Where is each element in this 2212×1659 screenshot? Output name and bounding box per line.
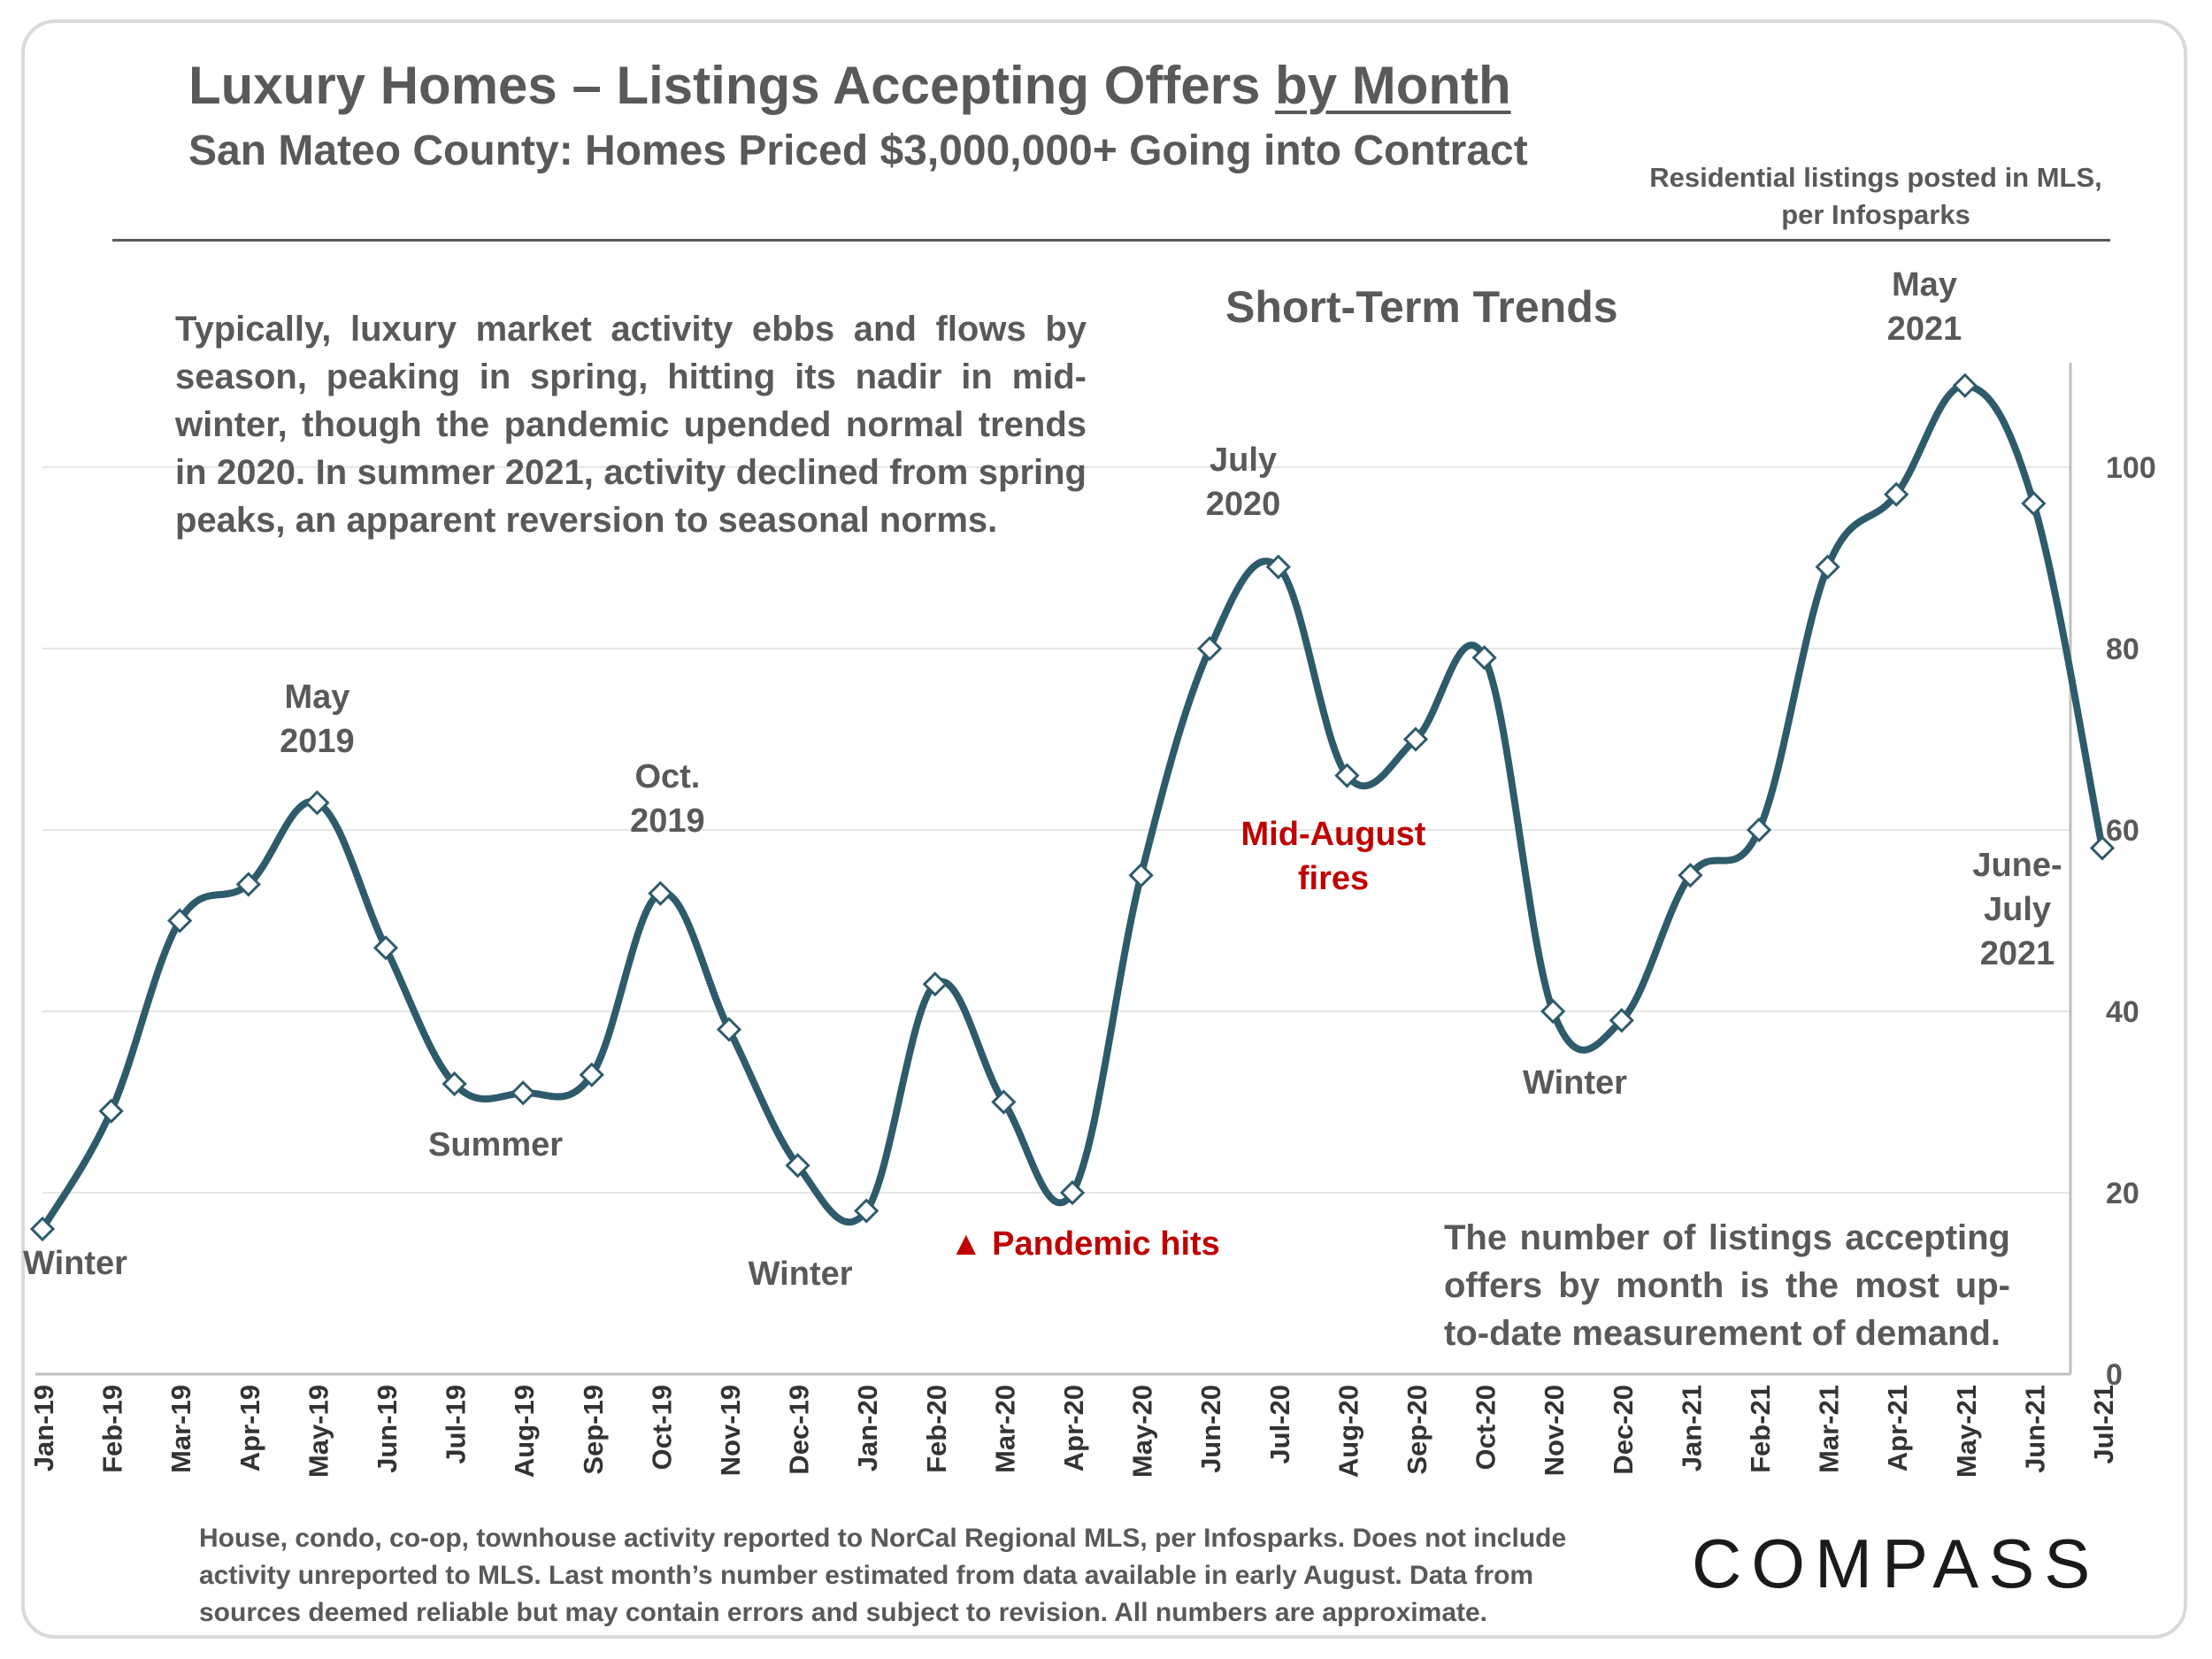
data-point-marker xyxy=(1059,1179,1086,1206)
x-tick-label: Apr-21 xyxy=(1882,1385,1913,1471)
annotation-label: 2020 xyxy=(1206,486,1281,523)
compass-logo: COMPASS xyxy=(1692,1525,2101,1602)
x-tick-label: Oct-20 xyxy=(1471,1385,1502,1470)
data-point-marker xyxy=(1471,645,1497,671)
x-tick-label: May-19 xyxy=(303,1385,334,1478)
x-tick-label: Jun-21 xyxy=(2019,1385,2050,1473)
data-point-marker xyxy=(1334,763,1360,788)
annotation-label: June- xyxy=(1972,847,2062,884)
x-tick-label: Aug-19 xyxy=(509,1385,540,1478)
footer-note: House, condo, co-op, townhouse activity … xyxy=(199,1524,1567,1627)
x-tick-label: Jun-20 xyxy=(1195,1385,1226,1473)
data-point-marker xyxy=(29,1216,56,1242)
data-point-marker xyxy=(235,872,261,897)
x-tick-label: Dec-19 xyxy=(784,1385,815,1475)
data-point-marker xyxy=(648,880,673,906)
data-point-marker xyxy=(1609,1008,1634,1033)
annotation-label: May xyxy=(284,679,349,716)
x-tick-label: Jul-20 xyxy=(1264,1385,1295,1464)
x-tick-label: May-20 xyxy=(1127,1385,1158,1478)
y-tick-label: 100 xyxy=(2106,451,2156,485)
y-tick-label: 0 xyxy=(2106,1358,2123,1392)
data-point-marker xyxy=(854,1198,879,1224)
y-tick-label: 40 xyxy=(2106,995,2139,1029)
x-tick-label: Dec-20 xyxy=(1608,1385,1639,1475)
annotation-label: 2019 xyxy=(280,723,355,760)
data-point-marker xyxy=(579,1062,604,1087)
y-tick-label: 20 xyxy=(2106,1177,2139,1210)
data-point-marker xyxy=(1678,863,1703,888)
x-tick-label: Jun-19 xyxy=(372,1385,403,1473)
x-tick-label: Jul-19 xyxy=(441,1385,472,1464)
x-tick-label: Apr-20 xyxy=(1058,1385,1089,1471)
annotation-label: July xyxy=(1984,891,2051,928)
data-point-marker xyxy=(98,1098,124,1124)
data-point-marker xyxy=(1402,726,1429,752)
x-tick-label: Jan-19 xyxy=(28,1385,59,1471)
x-tick-label: Feb-21 xyxy=(1745,1385,1776,1473)
data-point-marker xyxy=(991,1089,1017,1115)
annotation-label: Winter xyxy=(749,1256,853,1293)
section-title: Short-Term Trends xyxy=(1225,282,1618,332)
x-tick-label: Oct-19 xyxy=(646,1385,677,1470)
data-point-marker xyxy=(1884,481,1909,507)
data-point-marker xyxy=(511,1080,536,1106)
data-point-marker xyxy=(2089,835,2116,861)
x-tick-label: Mar-21 xyxy=(1814,1385,1845,1473)
annotation-label: Winter xyxy=(1523,1064,1627,1102)
data-point-marker xyxy=(1197,635,1223,662)
chart-subtitle: San Mateo County: Homes Priced $3,000,00… xyxy=(188,127,1528,174)
x-tick-label: Sep-20 xyxy=(1402,1385,1432,1475)
annotation-label: Winter xyxy=(23,1245,127,1282)
data-point-marker xyxy=(167,908,193,933)
source-note: Residential listings posted in MLS, per … xyxy=(1649,162,2102,230)
annotation-label: fires xyxy=(1298,860,1369,897)
x-tick-label: May-21 xyxy=(1951,1385,1982,1478)
data-point-marker xyxy=(716,1017,742,1042)
annotation-label: 2019 xyxy=(630,803,705,840)
description-text: Typically, luxury market activity ebbs a… xyxy=(175,310,1087,540)
annotation-label: ▲ Pandemic hits xyxy=(949,1225,1220,1263)
data-point-marker xyxy=(373,935,399,961)
annotation-label: Summer xyxy=(428,1126,563,1164)
data-point-marker xyxy=(785,1153,810,1179)
data-point-marker xyxy=(1265,554,1291,580)
annotation-label: 2021 xyxy=(1980,935,2055,972)
x-tick-label: Jul-21 xyxy=(2088,1385,2119,1464)
title-emphasis: by Month xyxy=(1275,56,1511,115)
x-tick-label: Jan-20 xyxy=(852,1385,883,1471)
data-point-marker xyxy=(304,790,330,816)
chart-title: Luxury Homes – Listings Accepting Offers… xyxy=(188,56,1511,115)
header-divider xyxy=(112,239,2110,242)
x-tick-label: Apr-19 xyxy=(234,1385,265,1471)
data-point-marker xyxy=(1952,373,1978,398)
data-point-marker xyxy=(2021,490,2047,517)
annotation-label: May xyxy=(1892,266,1957,303)
x-tick-label: Feb-20 xyxy=(921,1385,952,1473)
x-tick-label: Nov-20 xyxy=(1539,1385,1570,1476)
y-tick-label: 80 xyxy=(2106,633,2139,666)
data-point-marker xyxy=(922,972,948,997)
y-tick-label: 60 xyxy=(2106,814,2139,848)
series-line xyxy=(39,381,2106,1232)
data-point-marker xyxy=(1128,863,1154,888)
data-point-marker xyxy=(1540,998,1566,1025)
x-tick-label: Mar-19 xyxy=(165,1385,196,1473)
x-tick-label: Mar-20 xyxy=(989,1385,1020,1473)
x-tick-label: Nov-19 xyxy=(715,1385,746,1476)
x-tick-label: Jan-21 xyxy=(1676,1385,1707,1471)
x-tick-label: Feb-19 xyxy=(97,1385,128,1473)
data-point-marker xyxy=(442,1071,467,1097)
annotation-label: Mid-August xyxy=(1241,816,1426,853)
annotation-label: Oct. xyxy=(634,758,700,795)
data-point-marker xyxy=(1746,817,1772,843)
annotation-label: 2021 xyxy=(1887,311,1962,348)
data-point-marker xyxy=(1815,554,1840,580)
side-note-text: The number of listings accepting offers … xyxy=(1444,1218,2010,1353)
x-tick-label: Sep-19 xyxy=(578,1385,609,1475)
x-tick-label: Aug-20 xyxy=(1333,1385,1363,1478)
annotation-label: July xyxy=(1210,442,1277,479)
